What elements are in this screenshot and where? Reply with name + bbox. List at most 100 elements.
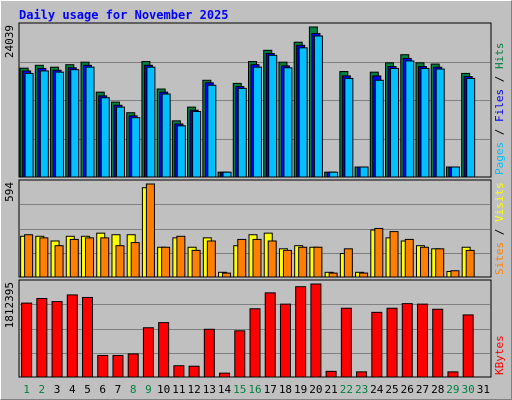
bar-kbytes-undefined: [36, 297, 48, 378]
bar-pages-3: [55, 71, 65, 178]
bar-pages-30: [466, 77, 476, 178]
bar-kbytes-undefined: [295, 286, 307, 378]
x-tick-label-8: 8: [130, 383, 137, 396]
bar-sites-undefined: [359, 272, 369, 278]
x-tick-label-3: 3: [54, 383, 61, 396]
legend-separator: /: [493, 222, 506, 242]
bar-pages-29: [450, 166, 460, 178]
x-tick-label-13: 13: [203, 383, 216, 396]
legend-entry-visits: Visits: [493, 182, 506, 222]
bar-kbytes-undefined: [219, 372, 231, 378]
bar-kbytes-undefined: [264, 292, 276, 378]
bar-kbytes-undefined: [142, 327, 154, 378]
bar-pages-15: [237, 87, 247, 178]
legend-separator: /: [493, 122, 506, 142]
panel-3-ymax-label: 1812395: [3, 282, 16, 328]
x-tick-label-10: 10: [157, 383, 170, 396]
bar-sites-undefined: [69, 238, 79, 278]
bar-sites-undefined: [328, 272, 338, 278]
x-tick-label-17: 17: [264, 383, 277, 396]
bar-kbytes-undefined: [401, 303, 413, 378]
bar-kbytes-undefined: [462, 314, 474, 378]
bar-pages-8: [131, 117, 141, 178]
bar-kbytes-undefined: [325, 370, 337, 378]
bar-sites-undefined: [222, 272, 232, 278]
bar-kbytes-undefined: [447, 371, 459, 378]
x-tick-label-2: 2: [39, 383, 46, 396]
bar-sites-undefined: [313, 246, 323, 278]
legend-entry-sites: Sites: [493, 242, 506, 275]
panel-2-ymax-label: 594: [3, 182, 16, 202]
bar-sites-undefined: [374, 227, 384, 278]
bar-kbytes-undefined: [82, 296, 94, 378]
bar-sites-undefined: [419, 246, 429, 278]
bar-kbytes-undefined: [51, 301, 63, 378]
bar-pages-12: [192, 110, 202, 178]
x-tick-label-22: 22: [340, 383, 353, 396]
panel-2-legend: Sites / Visits: [493, 182, 506, 275]
bar-pages-20: [313, 35, 323, 178]
bar-kbytes-undefined: [432, 308, 444, 378]
bar-kbytes-undefined: [249, 308, 261, 378]
x-tick-label-20: 20: [309, 383, 322, 396]
bar-pages-25: [390, 67, 400, 178]
bar-sites-undefined: [206, 240, 216, 278]
x-tick-label-23: 23: [355, 383, 368, 396]
bar-kbytes-undefined: [234, 330, 246, 378]
x-tick-label-14: 14: [218, 383, 232, 396]
bar-pages-14: [222, 171, 232, 178]
bar-kbytes-undefined: [112, 354, 124, 378]
bar-sites-undefined: [465, 249, 475, 278]
bar-pages-7: [115, 106, 125, 178]
bar-pages-1: [24, 72, 34, 178]
bar-kbytes-undefined: [66, 294, 78, 378]
bar-kbytes-undefined: [371, 311, 383, 378]
bar-sites-undefined: [343, 248, 353, 278]
bar-sites-undefined: [115, 245, 125, 278]
bar-sites-undefined: [252, 238, 262, 278]
x-tick-label-11: 11: [172, 383, 185, 396]
bar-pages-2: [39, 70, 49, 178]
bar-pages-19: [298, 47, 308, 178]
bar-sites-undefined: [282, 249, 292, 278]
panel-1-ymax-label: 24039: [3, 25, 16, 58]
bar-pages-28: [435, 68, 445, 178]
bar-pages-9: [146, 66, 156, 178]
x-tick-label-27: 27: [416, 383, 429, 396]
bar-pages-4: [70, 69, 80, 178]
bar-pages-16: [253, 66, 262, 178]
bar-sites-undefined: [435, 248, 445, 278]
bar-pages-22: [344, 77, 354, 178]
x-tick-label-9: 9: [145, 383, 152, 396]
x-tick-label-26: 26: [401, 383, 414, 396]
bar-sites-undefined: [176, 235, 186, 278]
x-tick-label-24: 24: [370, 383, 384, 396]
bar-kbytes-undefined: [310, 283, 322, 378]
bar-sites-undefined: [191, 249, 201, 278]
chart-title: Daily usage for November 2025: [19, 8, 229, 22]
bar-pages-11: [176, 125, 186, 178]
bar-sites-undefined: [404, 238, 414, 278]
bar-pages-27: [420, 67, 430, 178]
bar-pages-26: [405, 60, 415, 178]
x-tick-label-1: 1: [23, 383, 30, 396]
bar-kbytes-undefined: [356, 371, 368, 378]
bar-kbytes-undefined: [279, 303, 291, 378]
bar-kbytes-undefined: [416, 303, 428, 378]
bar-sites-undefined: [24, 234, 34, 278]
x-tick-label-15: 15: [233, 383, 246, 396]
bar-kbytes-undefined: [188, 365, 200, 378]
bar-pages-24: [374, 79, 384, 178]
x-tick-label-16: 16: [248, 383, 261, 396]
panel-1-legend: Pages / Files / Hits: [493, 43, 506, 176]
bar-sites-undefined: [161, 246, 171, 278]
legend-entry-hits: Hits: [493, 43, 506, 70]
bar-sites-undefined: [54, 245, 64, 278]
legend-entry-files: Files: [493, 89, 506, 122]
x-tick-label-30: 30: [462, 383, 475, 396]
x-tick-label-7: 7: [115, 383, 122, 396]
bar-pages-5: [85, 66, 95, 178]
legend-entry-pages: Pages: [493, 142, 506, 175]
legend-separator: /: [493, 69, 506, 89]
